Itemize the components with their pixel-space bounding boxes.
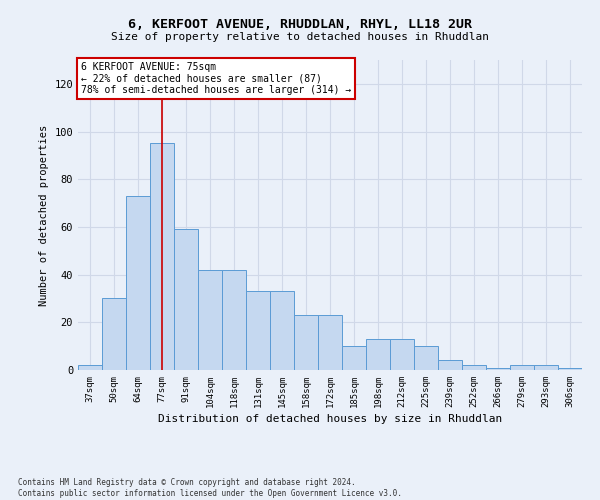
Bar xyxy=(102,298,126,370)
Bar xyxy=(534,365,558,370)
Bar xyxy=(222,270,246,370)
Bar xyxy=(438,360,462,370)
Bar xyxy=(462,365,486,370)
Bar xyxy=(390,339,414,370)
Bar xyxy=(198,270,222,370)
Bar xyxy=(78,365,102,370)
Bar xyxy=(126,196,150,370)
Bar xyxy=(246,292,270,370)
Y-axis label: Number of detached properties: Number of detached properties xyxy=(39,124,49,306)
Bar xyxy=(270,292,294,370)
Bar xyxy=(558,368,582,370)
Bar xyxy=(174,230,198,370)
Text: 6, KERFOOT AVENUE, RHUDDLAN, RHYL, LL18 2UR: 6, KERFOOT AVENUE, RHUDDLAN, RHYL, LL18 … xyxy=(128,18,472,30)
Text: Size of property relative to detached houses in Rhuddlan: Size of property relative to detached ho… xyxy=(111,32,489,42)
Bar xyxy=(366,339,390,370)
Bar xyxy=(510,365,534,370)
Bar xyxy=(150,144,174,370)
Bar xyxy=(486,368,510,370)
Bar xyxy=(318,315,342,370)
Bar xyxy=(414,346,438,370)
Text: Contains HM Land Registry data © Crown copyright and database right 2024.
Contai: Contains HM Land Registry data © Crown c… xyxy=(18,478,402,498)
X-axis label: Distribution of detached houses by size in Rhuddlan: Distribution of detached houses by size … xyxy=(158,414,502,424)
Bar xyxy=(294,315,318,370)
Text: 6 KERFOOT AVENUE: 75sqm
← 22% of detached houses are smaller (87)
78% of semi-de: 6 KERFOOT AVENUE: 75sqm ← 22% of detache… xyxy=(80,62,351,95)
Bar xyxy=(342,346,366,370)
